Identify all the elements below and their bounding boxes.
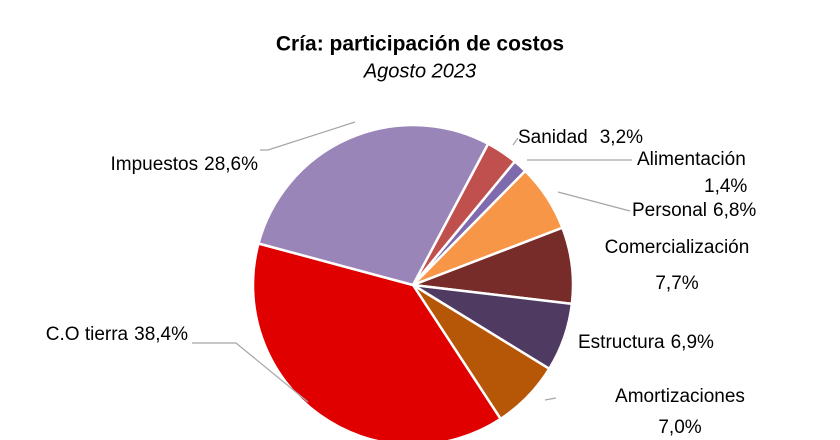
data-label: Amortizaciones 7,0%	[615, 386, 745, 438]
label-category: C.O tierra	[46, 324, 129, 345]
data-label: Sanidad 3,2%	[518, 127, 643, 148]
data-label: Personal 6,8%	[632, 200, 756, 221]
pie-slice	[256, 123, 490, 287]
data-label: C.O tierra 38,4%	[46, 324, 188, 345]
label-value: 1,4%	[704, 176, 747, 197]
label-value: 38,4%	[134, 324, 188, 345]
label-value: 7,0%	[658, 417, 701, 438]
label-value: 28,6%	[204, 154, 258, 175]
label-category: Amortizaciones	[615, 386, 745, 407]
leader-line	[544, 397, 557, 401]
label-category: Personal	[632, 200, 707, 221]
leader-line	[557, 191, 631, 212]
chart-title: Cría: participación de costos	[276, 33, 564, 56]
label-value: 6,9%	[671, 332, 714, 353]
label-category: Sanidad	[518, 127, 588, 148]
label-value: 6,8%	[713, 200, 756, 221]
label-value: 3,2%	[600, 127, 643, 148]
leader-line	[260, 121, 356, 151]
pie-slice	[251, 241, 503, 440]
data-label: Alimentación 1,4%	[637, 149, 747, 197]
leader-line	[512, 137, 519, 146]
label-category: Alimentación	[637, 149, 746, 170]
data-label: Comercialización 7,7%	[605, 237, 750, 294]
data-label: Impuestos 28,6%	[110, 154, 258, 175]
chart-subtitle: Agosto 2023	[363, 60, 476, 82]
label-category: Estructura	[578, 332, 665, 353]
label-category: Comercialización	[605, 237, 750, 258]
label-category: Impuestos	[110, 154, 198, 175]
data-label: Estructura 6,9%	[578, 332, 714, 353]
leader-line	[192, 342, 309, 403]
label-value: 7,7%	[655, 273, 698, 294]
